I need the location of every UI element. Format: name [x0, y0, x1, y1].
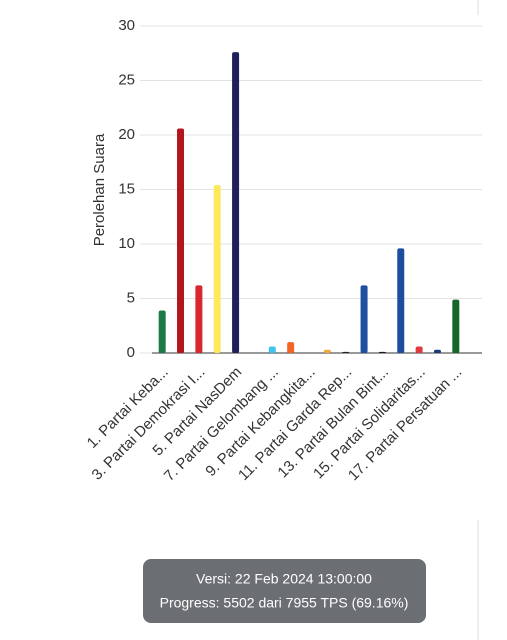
bar [232, 52, 240, 353]
y-axis-label: Perolehan Suara [91, 133, 108, 246]
y-tick-label: 10 [118, 235, 135, 252]
bar [323, 349, 331, 353]
bar [213, 185, 221, 353]
tooltip-line: Progress: 5502 dari 7955 TPS (69.16%) [160, 595, 409, 611]
bar [268, 346, 276, 353]
y-tick-label: 5 [127, 289, 135, 306]
bar [158, 310, 166, 353]
bar [433, 349, 441, 353]
bar [195, 285, 203, 353]
tooltip-box [143, 559, 426, 623]
y-tick-label: 25 [118, 71, 135, 88]
y-tick-label: 30 [118, 17, 135, 34]
bar [177, 128, 185, 353]
y-tick-label: 20 [118, 126, 135, 143]
y-tick-label: 15 [118, 180, 135, 197]
bar [378, 351, 386, 353]
y-tick-label: 0 [127, 344, 135, 361]
bar [287, 342, 295, 353]
bar [360, 285, 368, 353]
bar [452, 299, 460, 353]
bar [415, 346, 423, 353]
bar [397, 248, 405, 353]
tooltip-line: Versi: 22 Feb 2024 13:00:00 [196, 571, 372, 587]
bar [342, 351, 350, 353]
